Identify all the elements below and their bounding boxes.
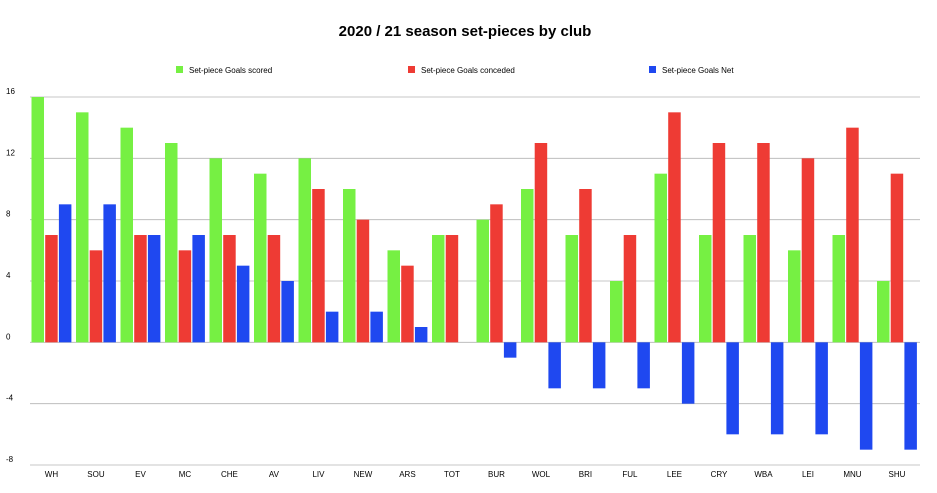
x-tick-label: TOT — [444, 470, 460, 479]
bar — [223, 235, 236, 343]
x-tick-label: WH — [45, 470, 59, 479]
x-tick-label: BRI — [579, 470, 592, 479]
y-tick-label: -4 — [6, 394, 14, 403]
bar — [904, 342, 917, 450]
x-tick-label: AV — [269, 470, 280, 479]
legend-label: Set-piece Goals scored — [189, 66, 272, 75]
x-tick-label: LEI — [802, 470, 814, 479]
x-tick-label: CHE — [221, 470, 238, 479]
y-tick-label: 12 — [6, 148, 15, 157]
bar — [726, 342, 739, 435]
y-tick-label: 4 — [6, 271, 11, 280]
bar — [770, 342, 784, 435]
bar — [548, 342, 561, 389]
legend-swatch — [176, 66, 183, 73]
bar — [178, 250, 192, 343]
x-tick-label: SHU — [889, 470, 906, 479]
bar — [370, 311, 383, 343]
legend-label: Set-piece Goals Net — [662, 66, 734, 75]
bar — [668, 112, 681, 343]
x-tick-label: NEW — [354, 470, 373, 479]
legend-swatch — [649, 66, 656, 73]
bar — [414, 327, 428, 343]
bar — [681, 342, 695, 404]
y-tick-label: 0 — [6, 332, 11, 341]
bar — [890, 173, 904, 343]
bar — [521, 189, 534, 343]
bar — [281, 281, 294, 343]
bar — [757, 143, 770, 343]
x-tick-label: FUL — [622, 470, 638, 479]
x-tick-label: LIV — [312, 470, 325, 479]
x-tick-label: WBA — [754, 470, 773, 479]
bar — [788, 250, 801, 343]
bar — [89, 250, 103, 343]
bar — [209, 158, 222, 343]
bar — [103, 204, 116, 343]
chart-title: 2020 / 21 season set-pieces by club — [339, 23, 592, 40]
bar — [476, 219, 489, 343]
x-tick-label: EV — [135, 470, 146, 479]
bar — [877, 281, 890, 343]
bar — [45, 235, 58, 343]
bar — [120, 127, 133, 343]
x-tick-label: MC — [179, 470, 192, 479]
legend: Set-piece Goals scored Set-piece Goals co… — [176, 66, 734, 75]
bar — [343, 189, 356, 343]
bar — [76, 112, 89, 343]
bar — [31, 97, 44, 343]
bar — [846, 127, 859, 343]
bar — [312, 189, 325, 343]
x-tick-label: LEE — [667, 470, 682, 479]
bars — [31, 97, 917, 450]
bar — [815, 342, 828, 435]
x-tick-label: BUR — [488, 470, 505, 479]
bar — [147, 235, 161, 343]
bar — [165, 143, 178, 343]
legend-swatch — [408, 66, 415, 73]
bar — [432, 235, 445, 343]
x-tick-label: CRY — [711, 470, 728, 479]
bar — [565, 235, 578, 343]
bar — [267, 235, 281, 343]
bar — [610, 281, 623, 343]
bar — [743, 235, 756, 343]
bar — [712, 143, 726, 343]
bar — [832, 235, 845, 343]
x-tick-label: WOL — [532, 470, 551, 479]
bar — [298, 158, 311, 343]
bar — [134, 235, 147, 343]
bar — [592, 342, 606, 389]
y-tick-label: -8 — [6, 455, 14, 464]
bar — [356, 219, 370, 343]
bar — [503, 342, 517, 358]
bar — [254, 173, 267, 343]
x-tick-label: SOU — [87, 470, 105, 479]
bar — [236, 265, 250, 343]
bar — [699, 235, 712, 343]
x-tick-label: ARS — [399, 470, 415, 479]
bar — [387, 250, 400, 343]
bar — [325, 311, 339, 343]
bar — [623, 235, 637, 343]
x-axis-tick-labels: WH SOU EV MC CHE AV LIV NEW ARS TOT BUR WOL BRI FUL LE… — [45, 470, 906, 479]
bar — [534, 143, 548, 343]
legend-label: Set-piece Goals conceded — [421, 66, 515, 75]
x-tick-label: MNU — [843, 470, 861, 479]
y-tick-label: 16 — [6, 87, 15, 96]
bar — [654, 173, 667, 343]
y-axis-tick-labels: -8 -4 0 4 8 12 16 — [6, 87, 15, 464]
gridlines — [30, 96, 920, 466]
bar — [445, 235, 459, 343]
bar — [859, 342, 873, 450]
bar — [401, 265, 414, 343]
bar — [637, 342, 650, 389]
bar — [58, 204, 72, 343]
bar — [192, 235, 205, 343]
bar — [801, 158, 815, 343]
y-tick-label: 8 — [6, 210, 11, 219]
bar — [490, 204, 503, 343]
bar — [579, 189, 592, 343]
